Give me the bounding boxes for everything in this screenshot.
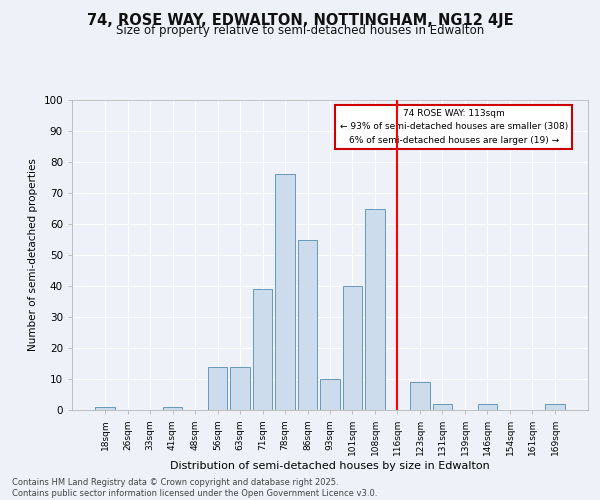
Text: Size of property relative to semi-detached houses in Edwalton: Size of property relative to semi-detach… xyxy=(116,24,484,37)
Text: 74 ROSE WAY: 113sqm
← 93% of semi-detached houses are smaller (308)
6% of semi-d: 74 ROSE WAY: 113sqm ← 93% of semi-detach… xyxy=(340,110,568,144)
Bar xyxy=(298,240,317,410)
Text: 74, ROSE WAY, EDWALTON, NOTTINGHAM, NG12 4JE: 74, ROSE WAY, EDWALTON, NOTTINGHAM, NG12… xyxy=(86,12,514,28)
X-axis label: Distribution of semi-detached houses by size in Edwalton: Distribution of semi-detached houses by … xyxy=(170,461,490,471)
Bar xyxy=(253,289,272,410)
Bar xyxy=(433,404,452,410)
Bar xyxy=(365,208,385,410)
Bar xyxy=(320,379,340,410)
Bar xyxy=(410,382,430,410)
Bar xyxy=(478,404,497,410)
Bar xyxy=(343,286,362,410)
Bar xyxy=(163,407,182,410)
Bar xyxy=(208,366,227,410)
Bar xyxy=(95,407,115,410)
Bar xyxy=(230,366,250,410)
Bar xyxy=(275,174,295,410)
Text: Contains HM Land Registry data © Crown copyright and database right 2025.
Contai: Contains HM Land Registry data © Crown c… xyxy=(12,478,377,498)
Y-axis label: Number of semi-detached properties: Number of semi-detached properties xyxy=(28,158,38,352)
Bar xyxy=(545,404,565,410)
